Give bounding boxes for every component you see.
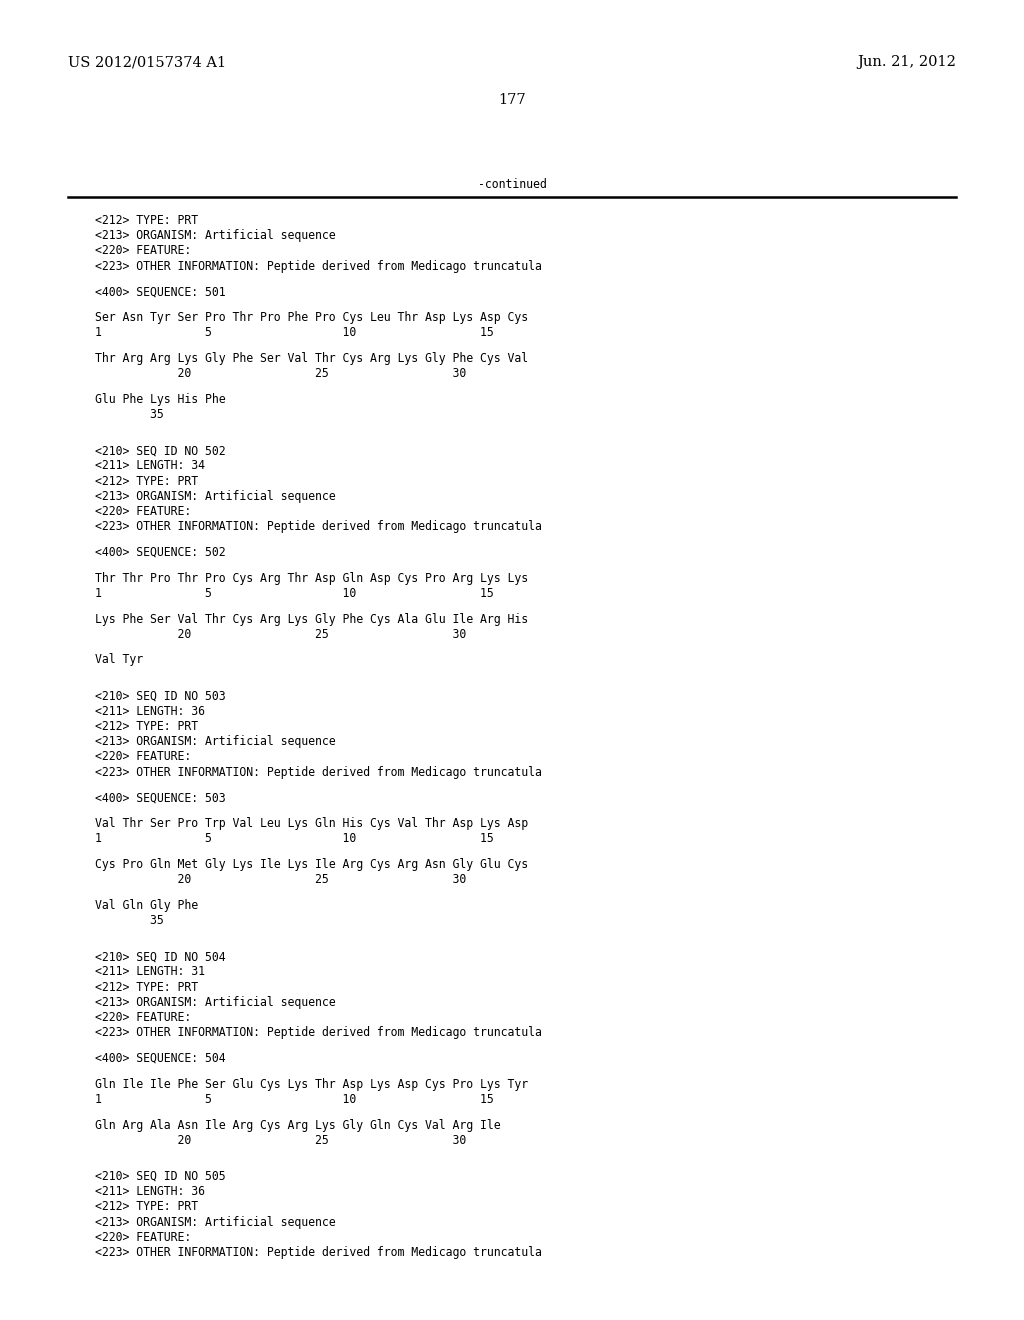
Text: Jun. 21, 2012: Jun. 21, 2012 (857, 55, 956, 69)
Text: <400> SEQUENCE: 504: <400> SEQUENCE: 504 (95, 1052, 225, 1065)
Text: Val Tyr: Val Tyr (95, 653, 143, 667)
Text: Lys Phe Ser Val Thr Cys Arg Lys Gly Phe Cys Ala Glu Ile Arg His: Lys Phe Ser Val Thr Cys Arg Lys Gly Phe … (95, 612, 528, 626)
Text: US 2012/0157374 A1: US 2012/0157374 A1 (68, 55, 226, 69)
Text: <211> LENGTH: 31: <211> LENGTH: 31 (95, 965, 205, 978)
Text: 20                  25                  30: 20 25 30 (95, 628, 466, 640)
Text: Gln Arg Ala Asn Ile Arg Cys Arg Lys Gly Gln Cys Val Arg Ile: Gln Arg Ala Asn Ile Arg Cys Arg Lys Gly … (95, 1118, 501, 1131)
Text: <223> OTHER INFORMATION: Peptide derived from Medicago truncatula: <223> OTHER INFORMATION: Peptide derived… (95, 1246, 542, 1259)
Text: <220> FEATURE:: <220> FEATURE: (95, 244, 191, 257)
Text: <400> SEQUENCE: 502: <400> SEQUENCE: 502 (95, 546, 225, 558)
Text: <210> SEQ ID NO 504: <210> SEQ ID NO 504 (95, 950, 225, 964)
Text: Val Gln Gly Phe: Val Gln Gly Phe (95, 899, 198, 912)
Text: 1               5                   10                  15: 1 5 10 15 (95, 832, 494, 845)
Text: <211> LENGTH: 36: <211> LENGTH: 36 (95, 1185, 205, 1199)
Text: <400> SEQUENCE: 503: <400> SEQUENCE: 503 (95, 791, 225, 804)
Text: 1               5                   10                  15: 1 5 10 15 (95, 326, 494, 339)
Text: <212> TYPE: PRT: <212> TYPE: PRT (95, 719, 198, 733)
Text: <212> TYPE: PRT: <212> TYPE: PRT (95, 1200, 198, 1213)
Text: Cys Pro Gln Met Gly Lys Ile Lys Ile Arg Cys Arg Asn Gly Glu Cys: Cys Pro Gln Met Gly Lys Ile Lys Ile Arg … (95, 858, 528, 871)
Text: <212> TYPE: PRT: <212> TYPE: PRT (95, 475, 198, 487)
Text: <213> ORGANISM: Artificial sequence: <213> ORGANISM: Artificial sequence (95, 735, 336, 748)
Text: 20                  25                  30: 20 25 30 (95, 873, 466, 886)
Text: <210> SEQ ID NO 505: <210> SEQ ID NO 505 (95, 1170, 225, 1183)
Text: <220> FEATURE:: <220> FEATURE: (95, 1011, 191, 1024)
Text: Gln Ile Ile Phe Ser Glu Cys Lys Thr Asp Lys Asp Cys Pro Lys Tyr: Gln Ile Ile Phe Ser Glu Cys Lys Thr Asp … (95, 1077, 528, 1090)
Text: <210> SEQ ID NO 502: <210> SEQ ID NO 502 (95, 445, 225, 457)
Text: 35: 35 (95, 913, 164, 927)
Text: 177: 177 (499, 92, 525, 107)
Text: <220> FEATURE:: <220> FEATURE: (95, 506, 191, 517)
Text: <210> SEQ ID NO 503: <210> SEQ ID NO 503 (95, 689, 225, 702)
Text: <211> LENGTH: 34: <211> LENGTH: 34 (95, 459, 205, 473)
Text: <223> OTHER INFORMATION: Peptide derived from Medicago truncatula: <223> OTHER INFORMATION: Peptide derived… (95, 1026, 542, 1039)
Text: Ser Asn Tyr Ser Pro Thr Pro Phe Pro Cys Leu Thr Asp Lys Asp Cys: Ser Asn Tyr Ser Pro Thr Pro Phe Pro Cys … (95, 312, 528, 323)
Text: Val Thr Ser Pro Trp Val Leu Lys Gln His Cys Val Thr Asp Lys Asp: Val Thr Ser Pro Trp Val Leu Lys Gln His … (95, 817, 528, 830)
Text: <220> FEATURE:: <220> FEATURE: (95, 750, 191, 763)
Text: <212> TYPE: PRT: <212> TYPE: PRT (95, 981, 198, 994)
Text: 1               5                   10                  15: 1 5 10 15 (95, 587, 494, 599)
Text: <213> ORGANISM: Artificial sequence: <213> ORGANISM: Artificial sequence (95, 1216, 336, 1229)
Text: <223> OTHER INFORMATION: Peptide derived from Medicago truncatula: <223> OTHER INFORMATION: Peptide derived… (95, 520, 542, 533)
Text: 20                  25                  30: 20 25 30 (95, 1134, 466, 1147)
Text: Thr Thr Pro Thr Pro Cys Arg Thr Asp Gln Asp Cys Pro Arg Lys Lys: Thr Thr Pro Thr Pro Cys Arg Thr Asp Gln … (95, 572, 528, 585)
Text: Glu Phe Lys His Phe: Glu Phe Lys His Phe (95, 393, 225, 405)
Text: <211> LENGTH: 36: <211> LENGTH: 36 (95, 705, 205, 718)
Text: <213> ORGANISM: Artificial sequence: <213> ORGANISM: Artificial sequence (95, 490, 336, 503)
Text: <400> SEQUENCE: 501: <400> SEQUENCE: 501 (95, 285, 225, 298)
Text: <213> ORGANISM: Artificial sequence: <213> ORGANISM: Artificial sequence (95, 995, 336, 1008)
Text: <223> OTHER INFORMATION: Peptide derived from Medicago truncatula: <223> OTHER INFORMATION: Peptide derived… (95, 766, 542, 779)
Text: Thr Arg Arg Lys Gly Phe Ser Val Thr Cys Arg Lys Gly Phe Cys Val: Thr Arg Arg Lys Gly Phe Ser Val Thr Cys … (95, 352, 528, 364)
Text: <220> FEATURE:: <220> FEATURE: (95, 1230, 191, 1243)
Text: <223> OTHER INFORMATION: Peptide derived from Medicago truncatula: <223> OTHER INFORMATION: Peptide derived… (95, 260, 542, 273)
Text: <212> TYPE: PRT: <212> TYPE: PRT (95, 214, 198, 227)
Text: 20                  25                  30: 20 25 30 (95, 367, 466, 380)
Text: 35: 35 (95, 408, 164, 421)
Text: -continued: -continued (477, 178, 547, 191)
Text: <213> ORGANISM: Artificial sequence: <213> ORGANISM: Artificial sequence (95, 230, 336, 242)
Text: 1               5                   10                  15: 1 5 10 15 (95, 1093, 494, 1106)
